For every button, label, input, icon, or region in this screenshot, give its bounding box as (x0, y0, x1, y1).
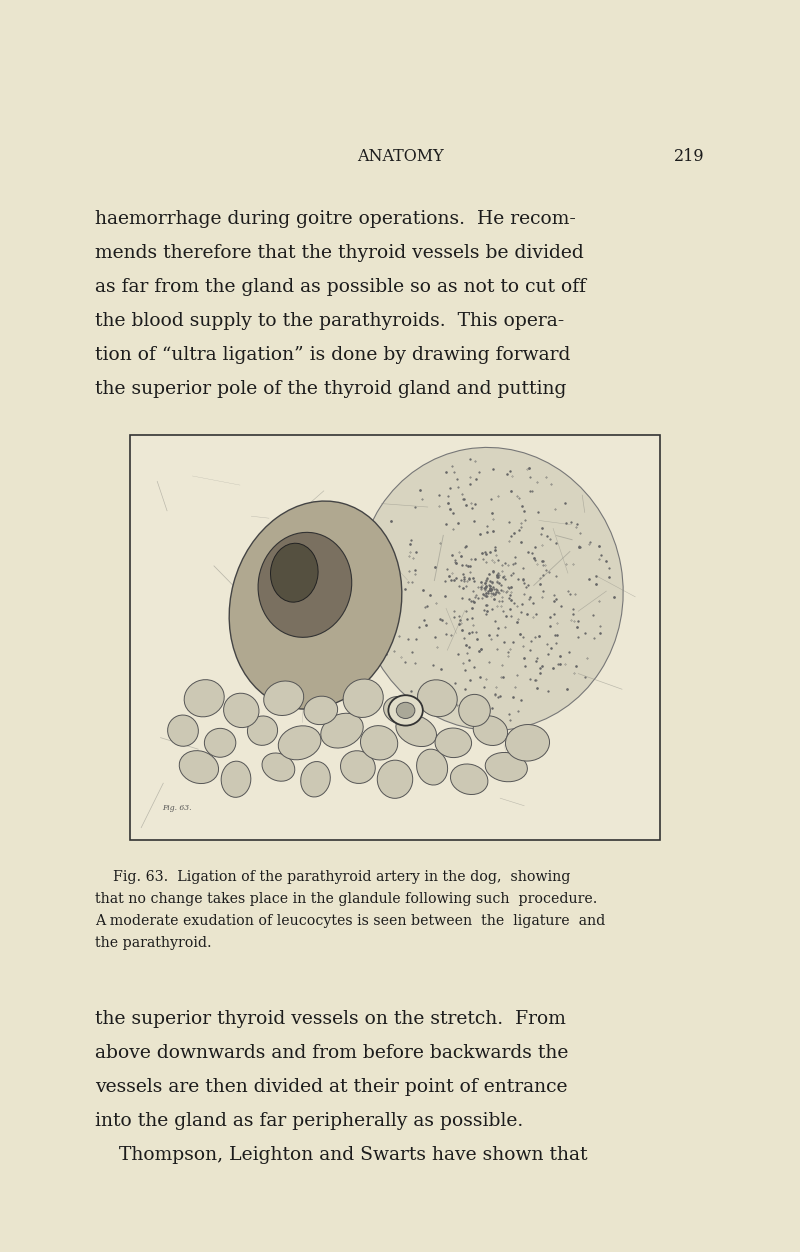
Text: the blood supply to the parathyroids.  This opera-: the blood supply to the parathyroids. Th… (95, 312, 564, 331)
Ellipse shape (361, 726, 398, 760)
Text: Fig. 63.: Fig. 63. (162, 804, 191, 811)
Ellipse shape (204, 729, 236, 757)
Ellipse shape (506, 725, 550, 761)
Text: Thompson, Leighton and Swarts have shown that: Thompson, Leighton and Swarts have shown… (95, 1146, 587, 1164)
Text: the superior pole of the thyroid gland and putting: the superior pole of the thyroid gland a… (95, 381, 566, 398)
Text: the parathyroid.: the parathyroid. (95, 936, 212, 950)
Ellipse shape (383, 696, 417, 724)
Ellipse shape (229, 501, 402, 709)
Bar (130, 434, 660, 840)
Ellipse shape (417, 749, 448, 785)
Ellipse shape (262, 752, 294, 781)
Text: mends therefore that the thyroid vessels be divided: mends therefore that the thyroid vessels… (95, 244, 584, 262)
Ellipse shape (396, 715, 437, 746)
Ellipse shape (435, 727, 471, 757)
Text: 219: 219 (674, 148, 705, 165)
Ellipse shape (343, 679, 383, 717)
Text: A moderate exudation of leucocytes is seen between  the  ligature  and: A moderate exudation of leucocytes is se… (95, 914, 606, 928)
Ellipse shape (450, 764, 488, 795)
Ellipse shape (358, 447, 623, 730)
Ellipse shape (473, 716, 508, 745)
Ellipse shape (321, 714, 363, 747)
Ellipse shape (184, 680, 224, 717)
Text: tion of “ultra ligation” is done by drawing forward: tion of “ultra ligation” is done by draw… (95, 346, 570, 364)
Ellipse shape (270, 543, 318, 602)
Ellipse shape (301, 761, 330, 798)
Ellipse shape (396, 702, 415, 719)
Ellipse shape (378, 760, 413, 799)
Text: vessels are then divided at their point of entrance: vessels are then divided at their point … (95, 1078, 567, 1096)
Text: into the gland as far peripherally as possible.: into the gland as far peripherally as po… (95, 1112, 523, 1131)
Text: that no change takes place in the glandule following such  procedure.: that no change takes place in the glandu… (95, 891, 598, 906)
Ellipse shape (418, 680, 458, 716)
Text: above downwards and from before backwards the: above downwards and from before backward… (95, 1044, 568, 1062)
Text: ANATOMY: ANATOMY (357, 148, 443, 165)
Ellipse shape (458, 695, 490, 726)
Ellipse shape (258, 532, 352, 637)
Ellipse shape (223, 694, 259, 727)
Ellipse shape (168, 715, 198, 746)
Ellipse shape (388, 695, 423, 726)
Ellipse shape (247, 716, 278, 745)
Ellipse shape (486, 752, 527, 781)
Text: haemorrhage during goitre operations.  He recom-: haemorrhage during goitre operations. He… (95, 210, 576, 228)
Ellipse shape (341, 751, 375, 784)
Text: Fig. 63.  Ligation of the parathyroid artery in the dog,  showing: Fig. 63. Ligation of the parathyroid art… (95, 870, 570, 884)
Text: as far from the gland as possible so as not to cut off: as far from the gland as possible so as … (95, 278, 586, 295)
Text: the superior thyroid vessels on the stretch.  From: the superior thyroid vessels on the stre… (95, 1010, 566, 1028)
Ellipse shape (179, 751, 218, 784)
Ellipse shape (221, 761, 251, 798)
Ellipse shape (278, 726, 321, 760)
Ellipse shape (264, 681, 304, 715)
Ellipse shape (304, 696, 338, 725)
